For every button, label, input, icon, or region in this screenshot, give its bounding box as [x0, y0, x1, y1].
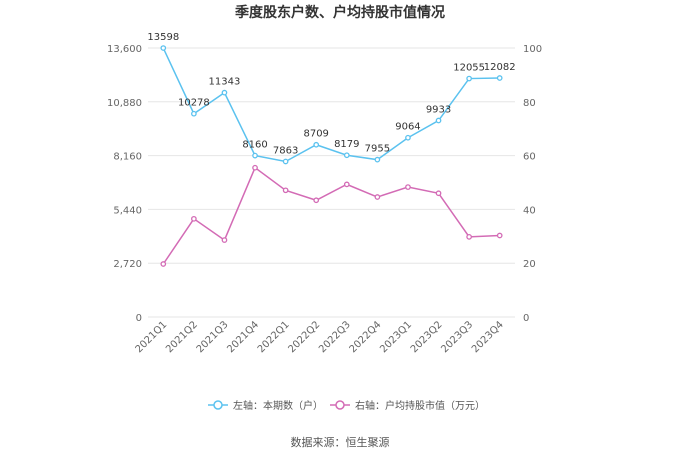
data-point[interactable] [160, 45, 167, 51]
data-point[interactable] [435, 190, 442, 197]
x-tick-label: 2022Q4 [348, 319, 384, 355]
series-left: 13598 10278 11343 8160 7863 8709 8179 7955 9064 9… [147, 32, 516, 165]
legend-label: 右轴：户均持股市值（万元） [355, 399, 485, 412]
right-axis-ticks: 0 20 40 60 80 100 [523, 44, 542, 324]
legend-swatch-marker [335, 400, 345, 410]
data-point[interactable] [374, 156, 381, 163]
data-point[interactable] [405, 184, 411, 190]
chart-title: 季度股东户数、户均持股市值情况 [234, 4, 445, 21]
x-tick-label: 2021Q3 [195, 319, 231, 355]
source-note: 数据来源：恒生聚源 [291, 435, 390, 449]
data-label: 8179 [334, 139, 359, 150]
data-label: 13598 [147, 32, 179, 43]
data-point[interactable] [191, 215, 197, 222]
data-point[interactable] [435, 117, 442, 124]
data-point[interactable] [221, 237, 228, 243]
data-point[interactable] [160, 261, 167, 267]
x-tick-label: 2022Q3 [317, 319, 353, 355]
left-tick-label: 0 [136, 313, 142, 324]
series-right [160, 164, 503, 267]
data-point[interactable] [466, 233, 472, 240]
grid-lines [148, 47, 515, 318]
legend-item[interactable]: 左轴：本期数（户） [208, 399, 323, 412]
legend-item[interactable]: 右轴：户均持股市值（万元） [330, 399, 485, 412]
right-tick-label: 80 [523, 98, 536, 109]
data-point[interactable] [221, 89, 228, 96]
x-tick-label: 2023Q3 [439, 319, 475, 355]
left-tick-label: 5,440 [113, 205, 142, 216]
data-label: 9933 [426, 105, 451, 116]
x-tick-label: 2022Q1 [256, 319, 292, 355]
x-tick-label: 2023Q1 [378, 319, 414, 355]
legend[interactable]: 左轴：本期数（户） 右轴：户均持股市值（万元） [208, 399, 485, 412]
left-tick-label: 2,720 [113, 259, 142, 270]
x-tick-label: 2021Q4 [225, 319, 261, 355]
x-tick-label: 2023Q4 [470, 319, 506, 355]
right-tick-label: 40 [523, 205, 536, 216]
data-point[interactable] [496, 232, 503, 239]
data-point[interactable] [374, 194, 381, 200]
data-point[interactable] [252, 152, 258, 159]
left-axis-ticks: 0 2,720 5,440 8,160 10,880 13,600 [107, 44, 142, 324]
data-label: 7863 [273, 145, 298, 156]
x-tick-label: 2021Q2 [164, 319, 200, 355]
data-label: 11343 [209, 77, 241, 88]
data-point[interactable] [343, 181, 350, 188]
data-label: 8709 [303, 129, 328, 140]
data-point[interactable] [313, 141, 320, 148]
data-label: 12055 [453, 63, 485, 74]
data-label: 9064 [395, 122, 420, 133]
data-point[interactable] [466, 75, 472, 82]
x-axis-ticks: 2021Q12021Q22021Q32021Q42022Q12022Q22022… [134, 319, 506, 355]
series-line [162, 166, 500, 265]
left-tick-label: 10,880 [107, 98, 142, 109]
data-point[interactable] [405, 134, 411, 141]
series-line [162, 47, 500, 163]
data-label: 8160 [242, 140, 267, 151]
data-label: 7955 [365, 144, 390, 155]
x-tick-label: 2021Q1 [134, 319, 170, 355]
series-layer: 13598 10278 11343 8160 7863 8709 8179 7955 9064 9… [147, 32, 516, 267]
legend-label: 左轴：本期数（户） [233, 399, 323, 412]
data-point[interactable] [282, 187, 289, 194]
data-point[interactable] [313, 197, 320, 204]
data-label: 12082 [484, 62, 516, 73]
left-tick-label: 13,600 [107, 44, 142, 55]
data-point[interactable] [343, 152, 350, 159]
data-point[interactable] [191, 110, 197, 117]
right-tick-label: 20 [523, 259, 536, 270]
right-tick-label: 60 [523, 152, 536, 163]
x-tick-label: 2022Q2 [286, 319, 322, 355]
left-tick-label: 8,160 [113, 152, 142, 163]
x-tick-label: 2023Q2 [409, 319, 445, 355]
data-point[interactable] [496, 75, 503, 81]
right-tick-label: 0 [523, 313, 529, 324]
data-point[interactable] [282, 158, 289, 165]
right-tick-label: 100 [523, 44, 542, 55]
data-label: 10278 [178, 98, 210, 109]
legend-swatch-marker [213, 400, 223, 410]
data-point[interactable] [252, 164, 258, 171]
